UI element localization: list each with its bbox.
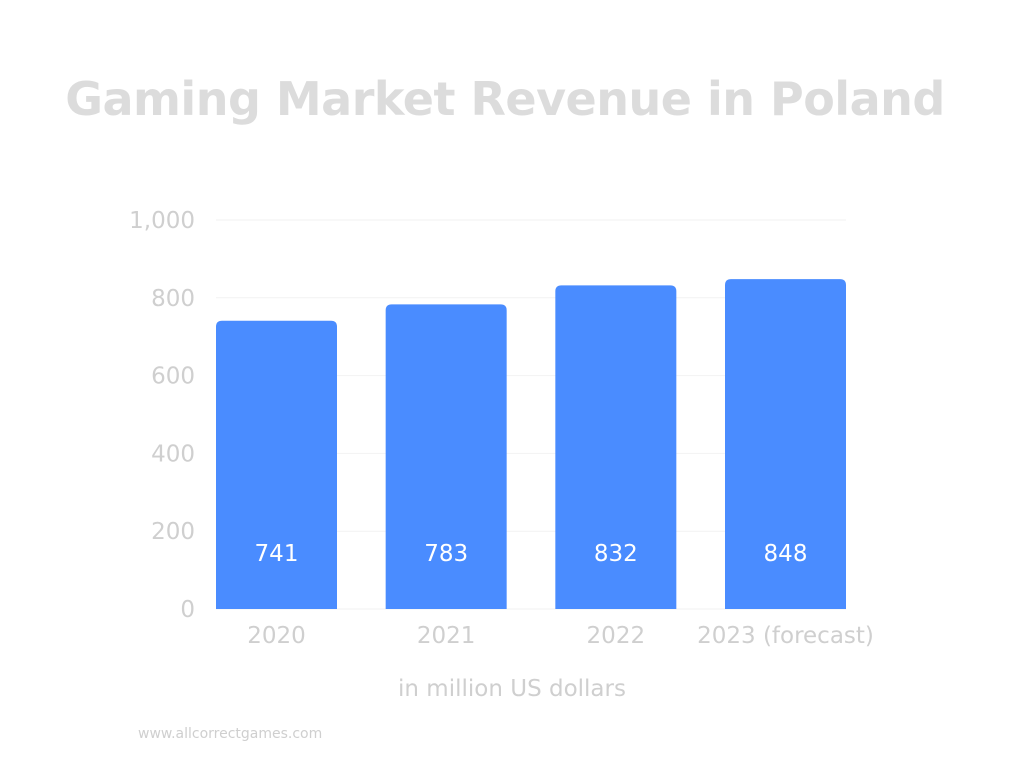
bar-value-label: 832: [594, 541, 638, 567]
y-tick-label: 1,000: [129, 208, 195, 234]
y-tick-label: 200: [151, 519, 195, 545]
bar-value-label: 848: [764, 541, 808, 567]
value-labels: 741 783 832 848: [255, 541, 808, 567]
y-tick-label: 600: [151, 364, 195, 390]
bar-value-label: 741: [255, 541, 299, 567]
x-axis-categories: 2020 2021 2022 2023 (forecast): [247, 623, 874, 649]
bar-value-label: 783: [424, 541, 468, 567]
y-tick-label: 800: [151, 286, 195, 312]
bar-2021: [385, 304, 507, 609]
x-category-label: 2022: [587, 623, 646, 649]
bar-2020: [216, 320, 337, 609]
source-link[interactable]: www.allcorrectgames.com: [138, 726, 323, 742]
x-category-label: 2020: [247, 623, 306, 649]
y-tick-label: 0: [180, 597, 195, 623]
x-category-label: 2023 (forecast): [697, 623, 874, 649]
x-category-label: 2021: [417, 623, 476, 649]
bars: [216, 279, 846, 609]
x-axis-label: in million US dollars: [398, 676, 626, 702]
y-tick-label: 400: [151, 441, 195, 467]
bar-2023: [725, 279, 846, 609]
bar-2022: [555, 285, 677, 609]
chart-title: Gaming Market Revenue in Poland: [65, 72, 945, 126]
y-axis-ticks: 0 200 400 600 800 1,000: [129, 208, 195, 623]
